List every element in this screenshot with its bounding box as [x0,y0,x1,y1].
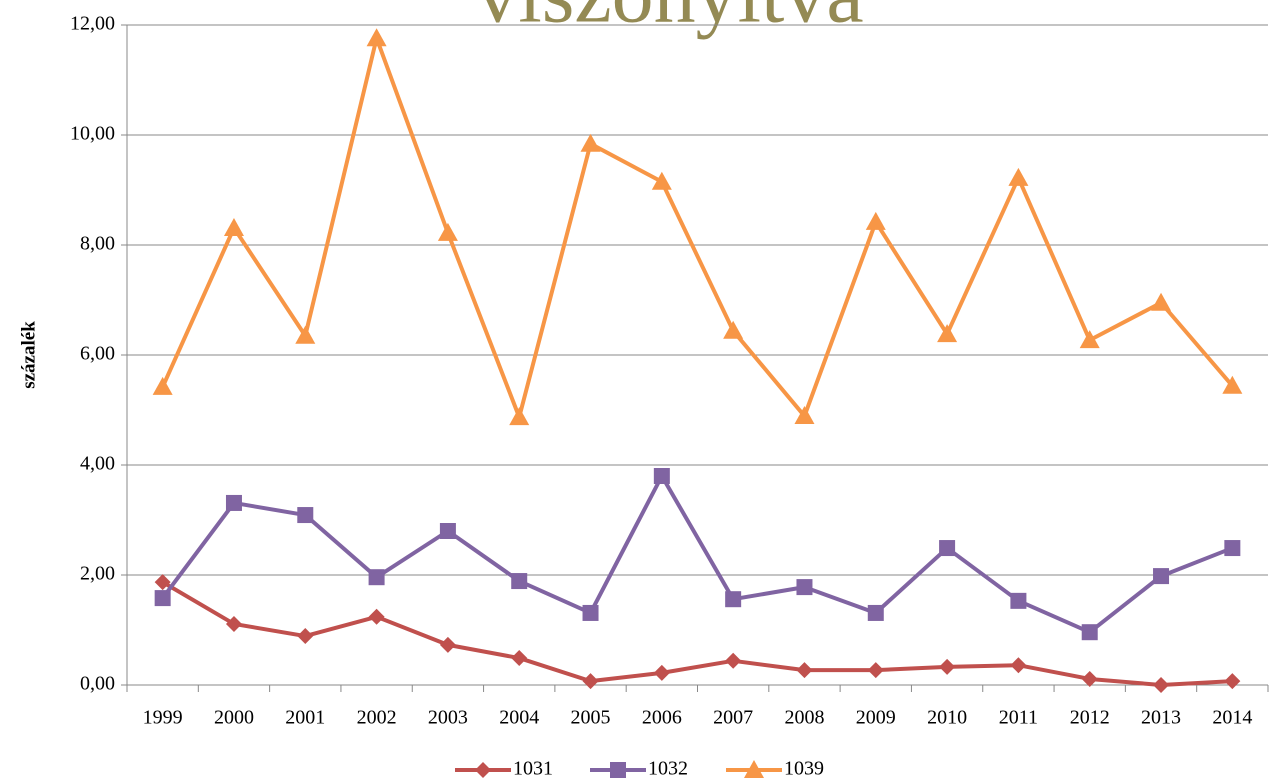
data-point [1079,330,1100,349]
legend-label: 1039 [784,758,824,780]
data-point [865,211,886,230]
data-point [366,28,387,47]
x-tick-label: 2011 [999,707,1038,729]
x-tick-label: 2002 [357,707,397,729]
data-point [653,664,670,681]
data-point [154,574,171,591]
legend-label: 1032 [648,758,688,780]
chart-title: viszonyítva [476,0,863,40]
data-point [154,590,171,607]
data-point [295,325,316,344]
data-point [1010,657,1027,674]
data-point [582,673,599,690]
data-point [1151,292,1172,311]
legend-marker [744,760,764,778]
data-point [1224,673,1241,690]
legend-marker [475,762,491,778]
data-point [794,406,815,425]
data-point [867,604,884,621]
x-tick-label: 2006 [642,707,682,729]
data-point [511,573,528,590]
legend-marker [610,762,626,778]
x-tick-label: 2010 [927,707,967,729]
data-point [939,540,956,557]
data-point [223,217,244,236]
data-point [152,376,173,395]
data-point [297,628,314,645]
data-point [796,579,813,596]
data-point [725,652,742,669]
x-tick-label: 2001 [285,707,325,729]
series-line [161,474,1234,635]
data-point [509,407,530,426]
x-tick-label: 1999 [143,707,183,729]
y-axis-label: százalék [18,321,39,389]
x-tick-label: 2012 [1070,707,1110,729]
data-point [368,569,385,586]
data-point [653,468,670,484]
data-point [437,222,458,241]
x-tick-label: 2000 [214,707,254,729]
y-tick-label: 6,00 [80,343,115,365]
series-line [161,580,1233,687]
data-point [723,320,744,339]
series-line [160,36,1234,420]
x-tick-label: 2013 [1141,707,1181,729]
x-tick-label: 2003 [428,707,468,729]
y-tick-label: 10,00 [70,123,115,145]
data-point [1008,167,1029,186]
y-tick-label: 8,00 [80,233,115,255]
data-point [368,608,385,625]
x-tick-label: 2004 [499,707,539,729]
data-point [1224,540,1241,557]
data-point [1081,670,1098,687]
data-point [511,650,528,667]
x-tick-label: 2005 [571,707,611,729]
data-point [725,591,742,608]
data-point [939,658,956,675]
data-point [582,604,599,621]
y-tick-label: 0,00 [80,673,115,695]
data-point [580,133,601,152]
data-point [439,523,456,539]
x-tick-label: 2007 [713,707,753,729]
data-point [297,507,314,524]
legend-label: 1031 [513,758,553,780]
data-point [796,662,813,679]
x-tick-label: 2009 [856,707,896,729]
x-tick-label: 2014 [1212,707,1252,729]
y-tick-label: 12,00 [70,13,115,35]
data-point [225,494,242,511]
data-point [1081,624,1098,641]
data-point [1153,568,1170,585]
y-tick-label: 2,00 [80,563,115,585]
data-point [1222,375,1243,394]
x-tick-label: 2008 [784,707,824,729]
data-point [867,662,884,679]
y-tick-label: 4,00 [80,453,115,475]
data-point [1153,677,1170,693]
data-point [225,615,242,632]
data-point [1010,592,1027,609]
data-point [439,636,456,653]
data-point [651,171,672,190]
data-point [937,324,958,343]
